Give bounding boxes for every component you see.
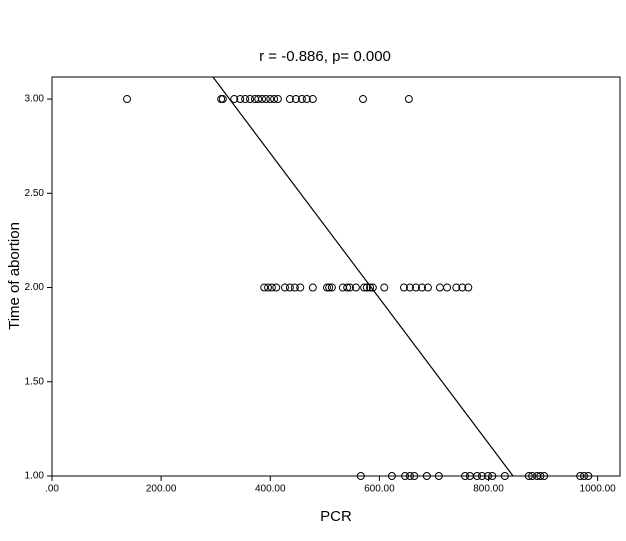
point <box>308 283 317 292</box>
point <box>267 283 276 292</box>
point <box>325 283 334 292</box>
point <box>584 472 593 480</box>
point <box>524 472 533 480</box>
point <box>362 283 371 292</box>
point <box>366 283 375 292</box>
point <box>461 472 470 480</box>
point <box>387 472 396 480</box>
x-tick-label: .00 <box>45 484 59 495</box>
point <box>241 95 250 104</box>
point <box>579 472 588 480</box>
y-tick-label: 1.50 <box>25 376 45 387</box>
point <box>540 472 549 480</box>
x-tick-label: 600.00 <box>364 484 395 495</box>
point <box>443 283 452 292</box>
x-tick-label: 400.00 <box>255 484 286 495</box>
point <box>359 95 368 104</box>
point <box>404 95 413 104</box>
point <box>236 95 245 104</box>
fit-line <box>212 76 514 477</box>
point <box>464 283 473 292</box>
point <box>405 283 414 292</box>
point <box>528 472 537 480</box>
point <box>123 95 132 104</box>
point <box>422 472 431 480</box>
x-tick-label: 200.00 <box>146 484 177 495</box>
point <box>297 95 306 104</box>
y-axis-label: Time of abortion <box>6 222 23 330</box>
point <box>576 472 585 480</box>
point <box>434 472 443 480</box>
point <box>368 283 377 292</box>
point <box>266 95 275 104</box>
point <box>536 472 545 480</box>
point <box>260 283 269 292</box>
point <box>423 283 432 292</box>
y-tick-label: 1.00 <box>25 471 45 482</box>
point <box>500 472 509 480</box>
x-tick-label: 1000.00 <box>580 484 617 495</box>
point <box>417 283 426 292</box>
point <box>488 472 497 480</box>
point <box>410 472 419 480</box>
point <box>230 95 239 104</box>
point <box>473 472 482 480</box>
point <box>452 283 461 292</box>
point <box>458 283 467 292</box>
point <box>351 283 360 292</box>
point <box>264 283 273 292</box>
point <box>322 283 331 292</box>
x-tick-label: 800.00 <box>473 484 504 495</box>
point <box>254 95 263 104</box>
point <box>405 472 414 480</box>
point <box>270 95 279 104</box>
point <box>246 95 255 104</box>
plot-frame <box>51 76 621 477</box>
point <box>411 283 420 292</box>
point <box>380 283 389 292</box>
point <box>345 283 354 292</box>
point <box>272 283 281 292</box>
point <box>483 472 492 480</box>
point <box>285 95 294 104</box>
point <box>291 95 300 104</box>
y-tick-label: 2.50 <box>25 188 45 199</box>
point <box>360 283 369 292</box>
point <box>280 283 289 292</box>
point <box>477 472 486 480</box>
point <box>401 472 410 480</box>
point <box>258 95 267 104</box>
point <box>290 283 299 292</box>
point <box>261 95 270 104</box>
point <box>343 283 352 292</box>
y-tick-label: 2.00 <box>25 282 45 293</box>
x-axis-label: PCR <box>320 508 352 525</box>
point <box>356 472 365 480</box>
point <box>302 95 311 104</box>
point <box>296 283 305 292</box>
chart-title: r = -0.886, p= 0.000 <box>259 48 391 65</box>
point <box>218 95 227 104</box>
point <box>327 283 336 292</box>
y-tick-label: 3.00 <box>25 94 45 105</box>
point <box>308 95 317 104</box>
point <box>285 283 294 292</box>
point <box>399 283 408 292</box>
point <box>273 95 282 104</box>
